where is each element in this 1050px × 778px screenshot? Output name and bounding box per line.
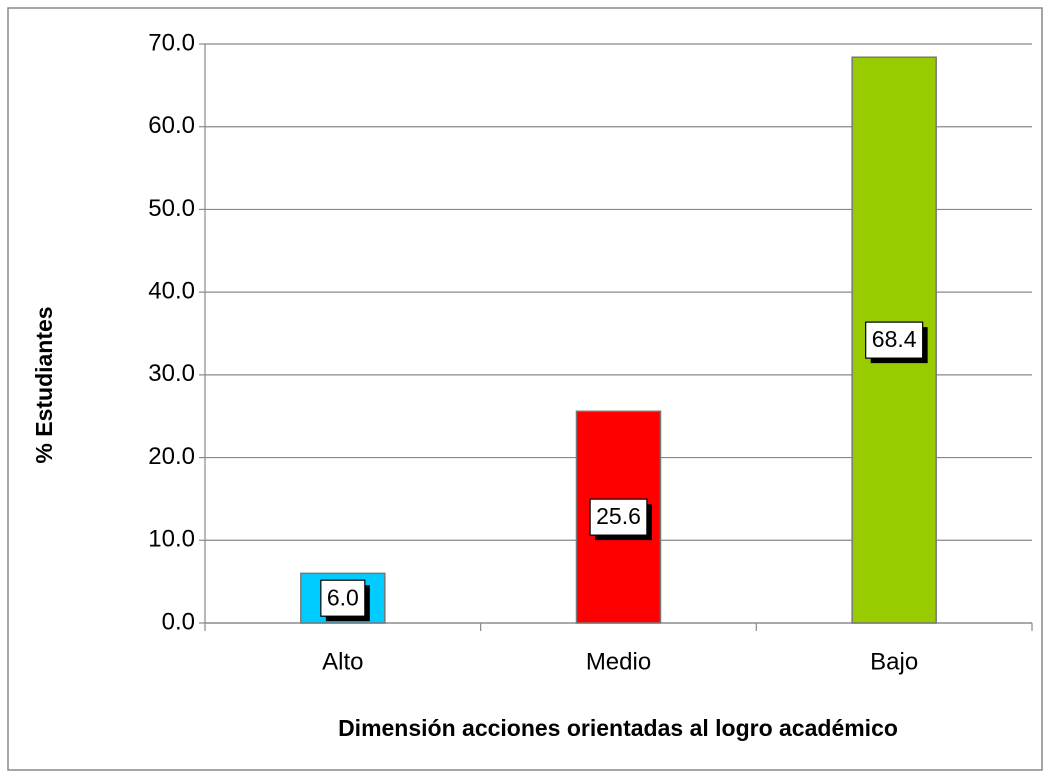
y-tick-label: 10.0	[148, 526, 195, 553]
value-label-box	[589, 498, 648, 536]
y-tick-label: 70.0	[148, 29, 195, 56]
y-tick-label: 30.0	[148, 360, 195, 387]
y-tick-label: 40.0	[148, 277, 195, 304]
y-tick-label: 60.0	[148, 112, 195, 139]
y-tick-label: 50.0	[148, 195, 195, 222]
value-label-box	[320, 579, 366, 617]
x-axis-title: Dimensión acciones orientadas al logro a…	[338, 715, 898, 741]
x-tick-label: Bajo	[870, 648, 918, 675]
x-tick-label: Alto	[322, 648, 363, 675]
value-label: 68.4	[872, 326, 917, 352]
value-label: 6.0	[327, 584, 359, 610]
y-tick-label: 0.0	[162, 608, 195, 635]
value-label-box	[865, 321, 924, 359]
value-label: 25.6	[596, 503, 641, 529]
y-axis-title: % Estudiantes	[31, 306, 57, 463]
x-tick-label: Medio	[586, 648, 651, 675]
y-tick-label: 20.0	[148, 443, 195, 470]
